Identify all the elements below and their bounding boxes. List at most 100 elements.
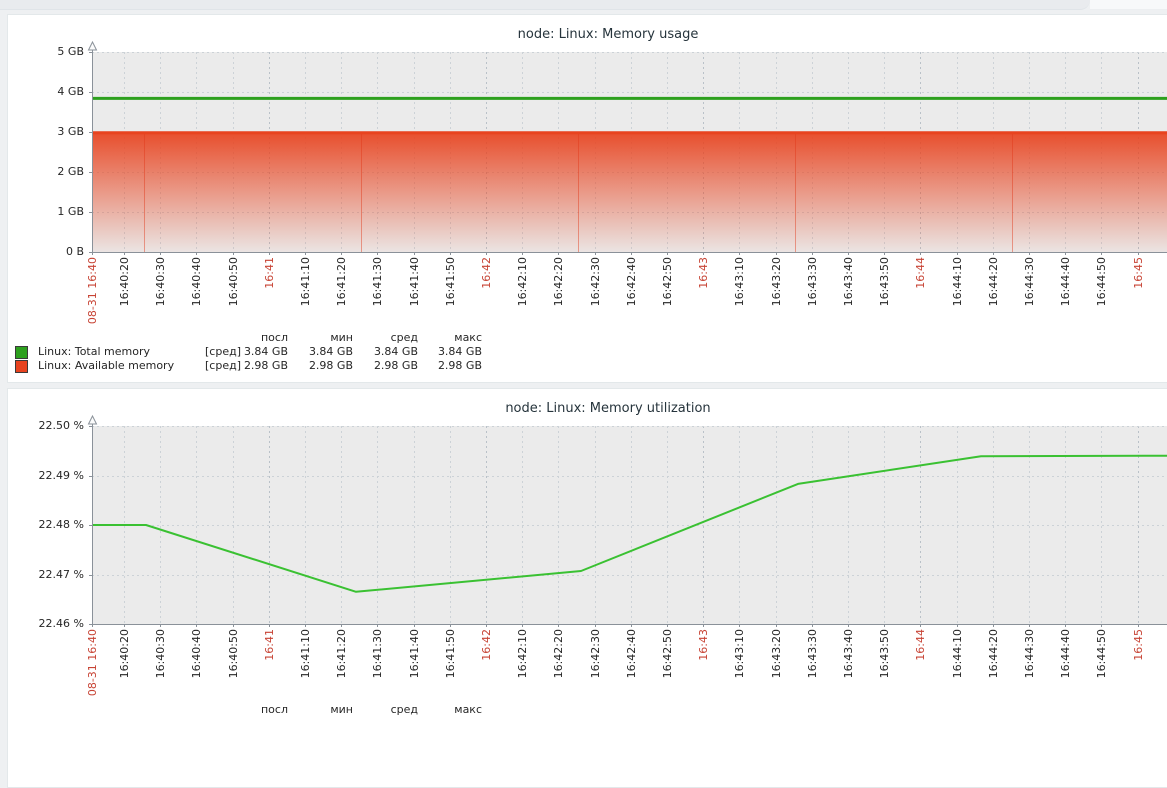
x-tick-label: 16:40:30 bbox=[154, 257, 168, 307]
x-tick-label: 16:42:30 bbox=[588, 257, 602, 307]
x-tick-label-major: 08-31 16:40 bbox=[86, 629, 99, 697]
x-tick-label: 16:44:40 bbox=[1059, 629, 1073, 679]
legend-row: Linux: Total memory [сред] 3.84 GB 3.84 GB 3… bbox=[8, 345, 482, 359]
x-tick-label-major: 16:45 bbox=[1131, 257, 1145, 289]
x-tick-label-major: 16:44 bbox=[914, 257, 928, 289]
x-tick-label: 16:41:30 bbox=[371, 257, 385, 307]
x-tick-label: 16:44:30 bbox=[1023, 257, 1036, 307]
legend-color-swatch bbox=[15, 346, 28, 359]
legend-value: 2.98 GB bbox=[243, 359, 288, 372]
legend-column-header: макс bbox=[454, 331, 482, 344]
x-tick-label: 16:43:10 bbox=[733, 257, 747, 307]
legend-column-header: сред bbox=[390, 331, 418, 344]
x-tick-label: 16:42:40 bbox=[624, 629, 638, 679]
x-tick-label: 16:42:20 bbox=[552, 257, 566, 307]
memory-usage-chart-title: node: Linux: Memory usage bbox=[517, 27, 699, 42]
memory-utilization-plot-area[interactable] bbox=[87, 414, 1167, 628]
browser-chrome-strip-right bbox=[1090, 0, 1167, 10]
legend-column-header: макс bbox=[454, 703, 482, 716]
x-tick-label-major: 08-31 16:40 bbox=[86, 257, 99, 325]
legend-column-header: сред bbox=[390, 703, 418, 716]
legend-func: [сред] bbox=[205, 359, 241, 372]
x-tick-label: 16:44:10 bbox=[950, 257, 964, 307]
x-tick-label: 16:43:50 bbox=[878, 257, 892, 307]
x-tick-label: 16:42:40 bbox=[624, 257, 638, 307]
x-tick-label-major: 16:43 bbox=[697, 629, 711, 661]
legend-column-header: посл bbox=[260, 703, 288, 716]
legend-value: 2.98 GB bbox=[437, 359, 482, 372]
x-tick-label: 16:43:20 bbox=[769, 257, 783, 307]
legend-value: 2.98 GB bbox=[308, 359, 353, 372]
legend-series-label: Linux: Available memory bbox=[38, 359, 175, 372]
x-tick-label: 16:42:20 bbox=[552, 629, 566, 679]
legend-value: 3.84 GB bbox=[373, 345, 418, 358]
x-tick-label: 16:43:40 bbox=[842, 629, 855, 679]
legend-column-header: посл bbox=[260, 331, 288, 344]
x-tick-label: 16:44:50 bbox=[1095, 257, 1109, 307]
x-tick-label: 16:44:20 bbox=[986, 629, 1000, 679]
x-tick-label-major: 16:43 bbox=[697, 257, 711, 289]
y-tick-label: 22.48 % bbox=[38, 518, 84, 531]
x-tick-label: 16:43:10 bbox=[733, 629, 747, 679]
x-tick-label: 16:41:40 bbox=[407, 257, 421, 307]
x-tick-label: 16:43:30 bbox=[805, 629, 819, 679]
x-tick-label: 16:41:20 bbox=[335, 629, 349, 679]
x-tick-label: 16:40:20 bbox=[118, 629, 131, 679]
y-tick-label: 0 B bbox=[65, 245, 84, 258]
x-tick-label: 16:42:50 bbox=[661, 629, 674, 679]
legend-value: 2.98 GB bbox=[373, 359, 418, 372]
x-tick-label: 16:44:50 bbox=[1095, 629, 1109, 679]
memory-utilization-chart-title: node: Linux: Memory utilization bbox=[505, 401, 711, 416]
x-tick-label: 16:40:40 bbox=[190, 257, 204, 307]
x-tick-label-major: 16:42 bbox=[480, 257, 493, 289]
x-tick-label-major: 16:44 bbox=[914, 629, 928, 661]
legend-color-swatch bbox=[15, 360, 28, 373]
x-tick-label-major: 16:42 bbox=[480, 629, 493, 661]
x-tick-label: 16:44:10 bbox=[950, 629, 964, 679]
x-tick-label: 16:41:50 bbox=[443, 257, 457, 307]
x-tick-label: 16:40:50 bbox=[226, 629, 240, 679]
x-tick-label: 16:40:40 bbox=[190, 629, 204, 679]
y-tick-label: 22.46 % bbox=[38, 617, 84, 630]
legend-value: 3.84 GB bbox=[243, 345, 288, 358]
x-tick-label: 16:44:40 bbox=[1059, 257, 1073, 307]
x-tick-label: 16:40:30 bbox=[154, 629, 168, 679]
x-tick-label-major: 16:41 bbox=[262, 629, 276, 661]
legend-header-row: посл мин сред макс bbox=[8, 703, 482, 717]
x-tick-label: 16:41:10 bbox=[299, 257, 312, 307]
x-tick-label: 16:42:10 bbox=[516, 257, 530, 307]
x-tick-label: 16:41:30 bbox=[371, 629, 385, 679]
memory-usage-plot-area[interactable] bbox=[87, 40, 1167, 256]
x-tick-label: 16:40:20 bbox=[118, 257, 131, 307]
x-tick-label: 16:41:20 bbox=[335, 257, 349, 307]
legend-row: Linux: Available memory [сред] 2.98 GB 2.98… bbox=[8, 359, 482, 373]
legend-value: 3.84 GB bbox=[437, 345, 482, 358]
x-tick-label: 16:41:50 bbox=[443, 629, 457, 679]
legend-value: 3.84 GB bbox=[308, 345, 353, 358]
legend-header-row: посл мин сред макс bbox=[8, 331, 482, 345]
x-tick-label: 16:43:20 bbox=[769, 629, 783, 679]
memory-utilization-graph-panel: node: Linux: Memory utilization 22.50 % 2… bbox=[7, 388, 1167, 788]
memory-utilization-legend: посл мин сред макс bbox=[8, 703, 482, 717]
x-tick-label: 16:44:30 bbox=[1023, 629, 1036, 679]
y-tick-label: 22.50 % bbox=[38, 419, 84, 432]
y-tick-label: 22.49 % bbox=[38, 468, 84, 482]
y-tick-label: 22.47 % bbox=[38, 567, 84, 581]
x-tick-label: 16:42:30 bbox=[588, 629, 602, 679]
x-tick-label: 16:41:40 bbox=[407, 629, 421, 679]
y-tick-label: 3 GB bbox=[57, 125, 84, 138]
y-tick-label: 2 GB bbox=[57, 165, 84, 178]
legend-column-header: мин bbox=[330, 331, 353, 344]
y-tick-label: 5 GB bbox=[57, 45, 84, 58]
legend-series-label: Linux: Total memory bbox=[38, 345, 150, 358]
x-tick-label: 16:42:50 bbox=[661, 257, 674, 307]
legend-column-header: мин bbox=[330, 703, 353, 716]
y-tick-label: 1 GB bbox=[57, 205, 84, 218]
x-tick-label: 16:43:50 bbox=[878, 629, 892, 679]
x-tick-label: 16:42:10 bbox=[516, 629, 530, 679]
x-tick-label: 16:40:50 bbox=[226, 257, 240, 307]
x-tick-label: 16:43:40 bbox=[842, 257, 855, 307]
legend-func: [сред] bbox=[205, 345, 241, 358]
browser-chrome-strip bbox=[0, 0, 1090, 10]
x-tick-label: 16:44:20 bbox=[986, 257, 1000, 307]
